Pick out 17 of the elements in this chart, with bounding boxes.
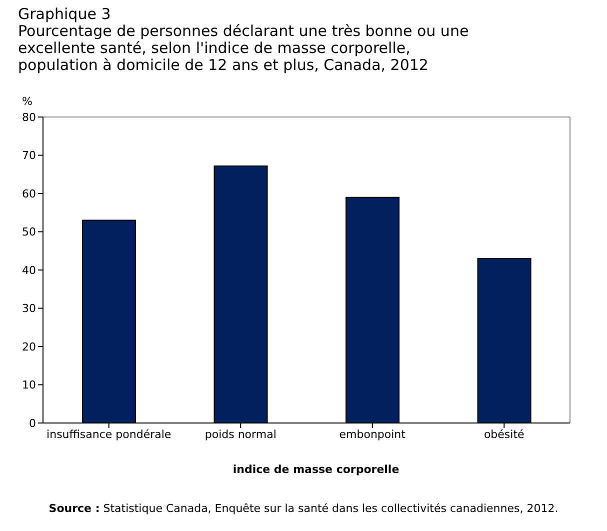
chart-title: Graphique 3 Pourcentage de personnes déclarant une très bonne ou une excellente santé, selon l'indice de masse corporelle, population à domicile de 12 ans et plus, Canada, 2012 — [18, 5, 470, 74]
y-tick-label: 10 — [22, 378, 36, 392]
y-tick-label: 20 — [22, 340, 36, 354]
x-tick-label: insuffisance pondérale — [46, 428, 172, 441]
y-tick-label: 30 — [22, 302, 36, 316]
y-tick-label: 70 — [22, 149, 36, 162]
x-tick-label: obésité — [484, 428, 525, 441]
y-axis-title: % — [22, 95, 32, 108]
y-tick-label: 50 — [22, 226, 36, 239]
y-tick-label: 60 — [22, 187, 36, 200]
x-axis-title: indice de masse corporelle — [232, 463, 400, 476]
y-tick-label: 40 — [22, 264, 36, 277]
x-tick-label: poids normal — [204, 428, 276, 441]
x-tick-label: embonpoint — [339, 428, 406, 441]
y-tick-label: 0 — [29, 416, 36, 430]
source-note: Source : Statistique Canada, Enquête sur la santé dans les collectivités canadiennes, 2012. — [48, 502, 560, 515]
y-tick-label: 80 — [22, 110, 36, 124]
